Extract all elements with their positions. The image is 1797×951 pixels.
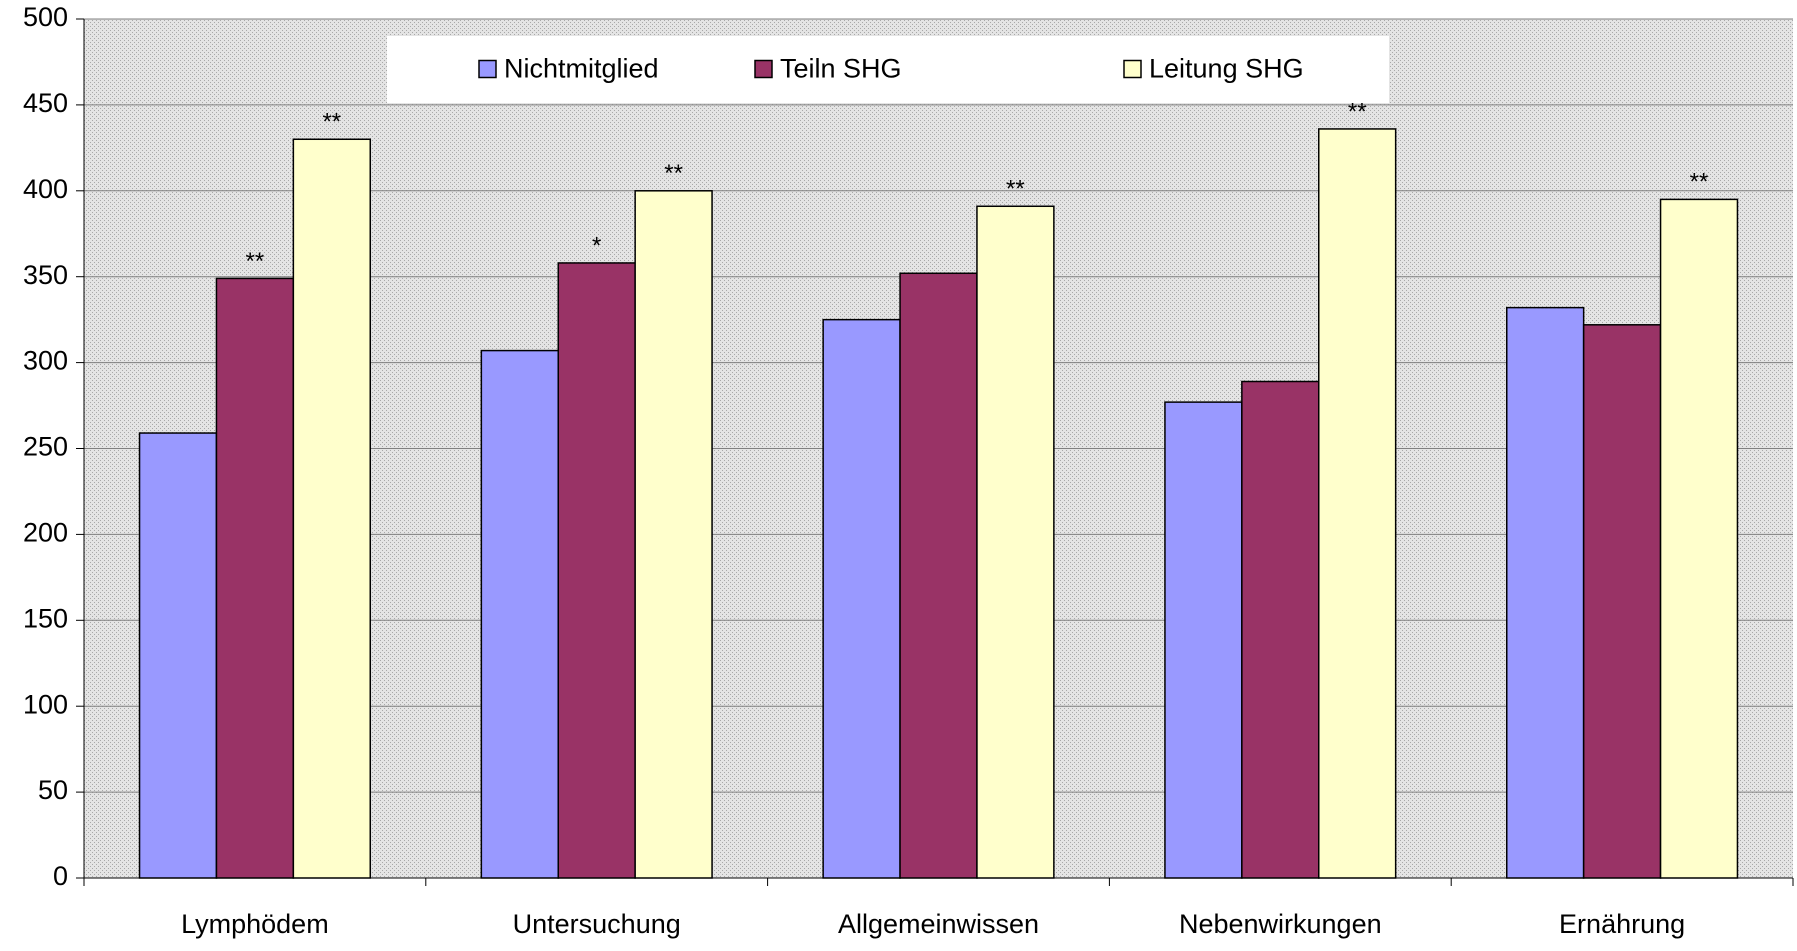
x-tick-label: Allgemeinwissen <box>838 909 1039 939</box>
significance-label: * <box>592 232 601 259</box>
significance-label: ** <box>664 160 683 187</box>
bar <box>1505 306 1585 879</box>
y-tick-label: 350 <box>23 260 68 290</box>
significance-label: ** <box>322 109 341 136</box>
significance-label: ** <box>1006 176 1025 203</box>
bar <box>1164 401 1243 879</box>
bar <box>899 272 978 879</box>
bar <box>138 432 218 879</box>
y-tick-label: 200 <box>23 518 68 548</box>
significance-label: ** <box>246 248 265 275</box>
bar <box>1659 198 1739 879</box>
bar <box>634 190 713 879</box>
legend-box <box>387 36 1389 103</box>
significance-label: ** <box>1348 98 1367 125</box>
x-tick-label: Untersuchung <box>513 909 681 939</box>
y-tick-label: 250 <box>23 432 68 462</box>
bar <box>1582 324 1662 879</box>
bar <box>976 205 1055 879</box>
legend-label: Leitung SHG <box>1149 54 1304 84</box>
bar <box>1318 128 1397 879</box>
y-tick-label: 100 <box>23 689 68 719</box>
y-tick-label: 300 <box>23 346 68 376</box>
x-tick-label: Ernährung <box>1559 909 1685 939</box>
legend-label: Teiln SHG <box>780 54 902 84</box>
x-tick-label: Nebenwirkungen <box>1179 909 1382 939</box>
y-tick-label: 450 <box>23 88 68 118</box>
legend-swatch <box>1123 59 1142 79</box>
bar <box>292 138 372 879</box>
y-tick-label: 500 <box>23 2 68 32</box>
legend-swatch <box>478 59 497 79</box>
legend-swatch <box>754 59 773 79</box>
legend-label: Nichtmitglied <box>504 54 659 84</box>
y-tick-label: 50 <box>38 775 68 805</box>
bar <box>822 318 901 879</box>
y-tick-label: 400 <box>23 174 68 204</box>
y-tick-label: 0 <box>53 861 68 891</box>
significance-label: ** <box>1690 169 1709 196</box>
bar <box>215 277 295 879</box>
bar <box>557 262 636 879</box>
x-tick-label: Lymphödem <box>181 909 329 939</box>
y-tick-label: 150 <box>23 603 68 633</box>
bar <box>1241 380 1320 879</box>
bar <box>480 349 559 879</box>
